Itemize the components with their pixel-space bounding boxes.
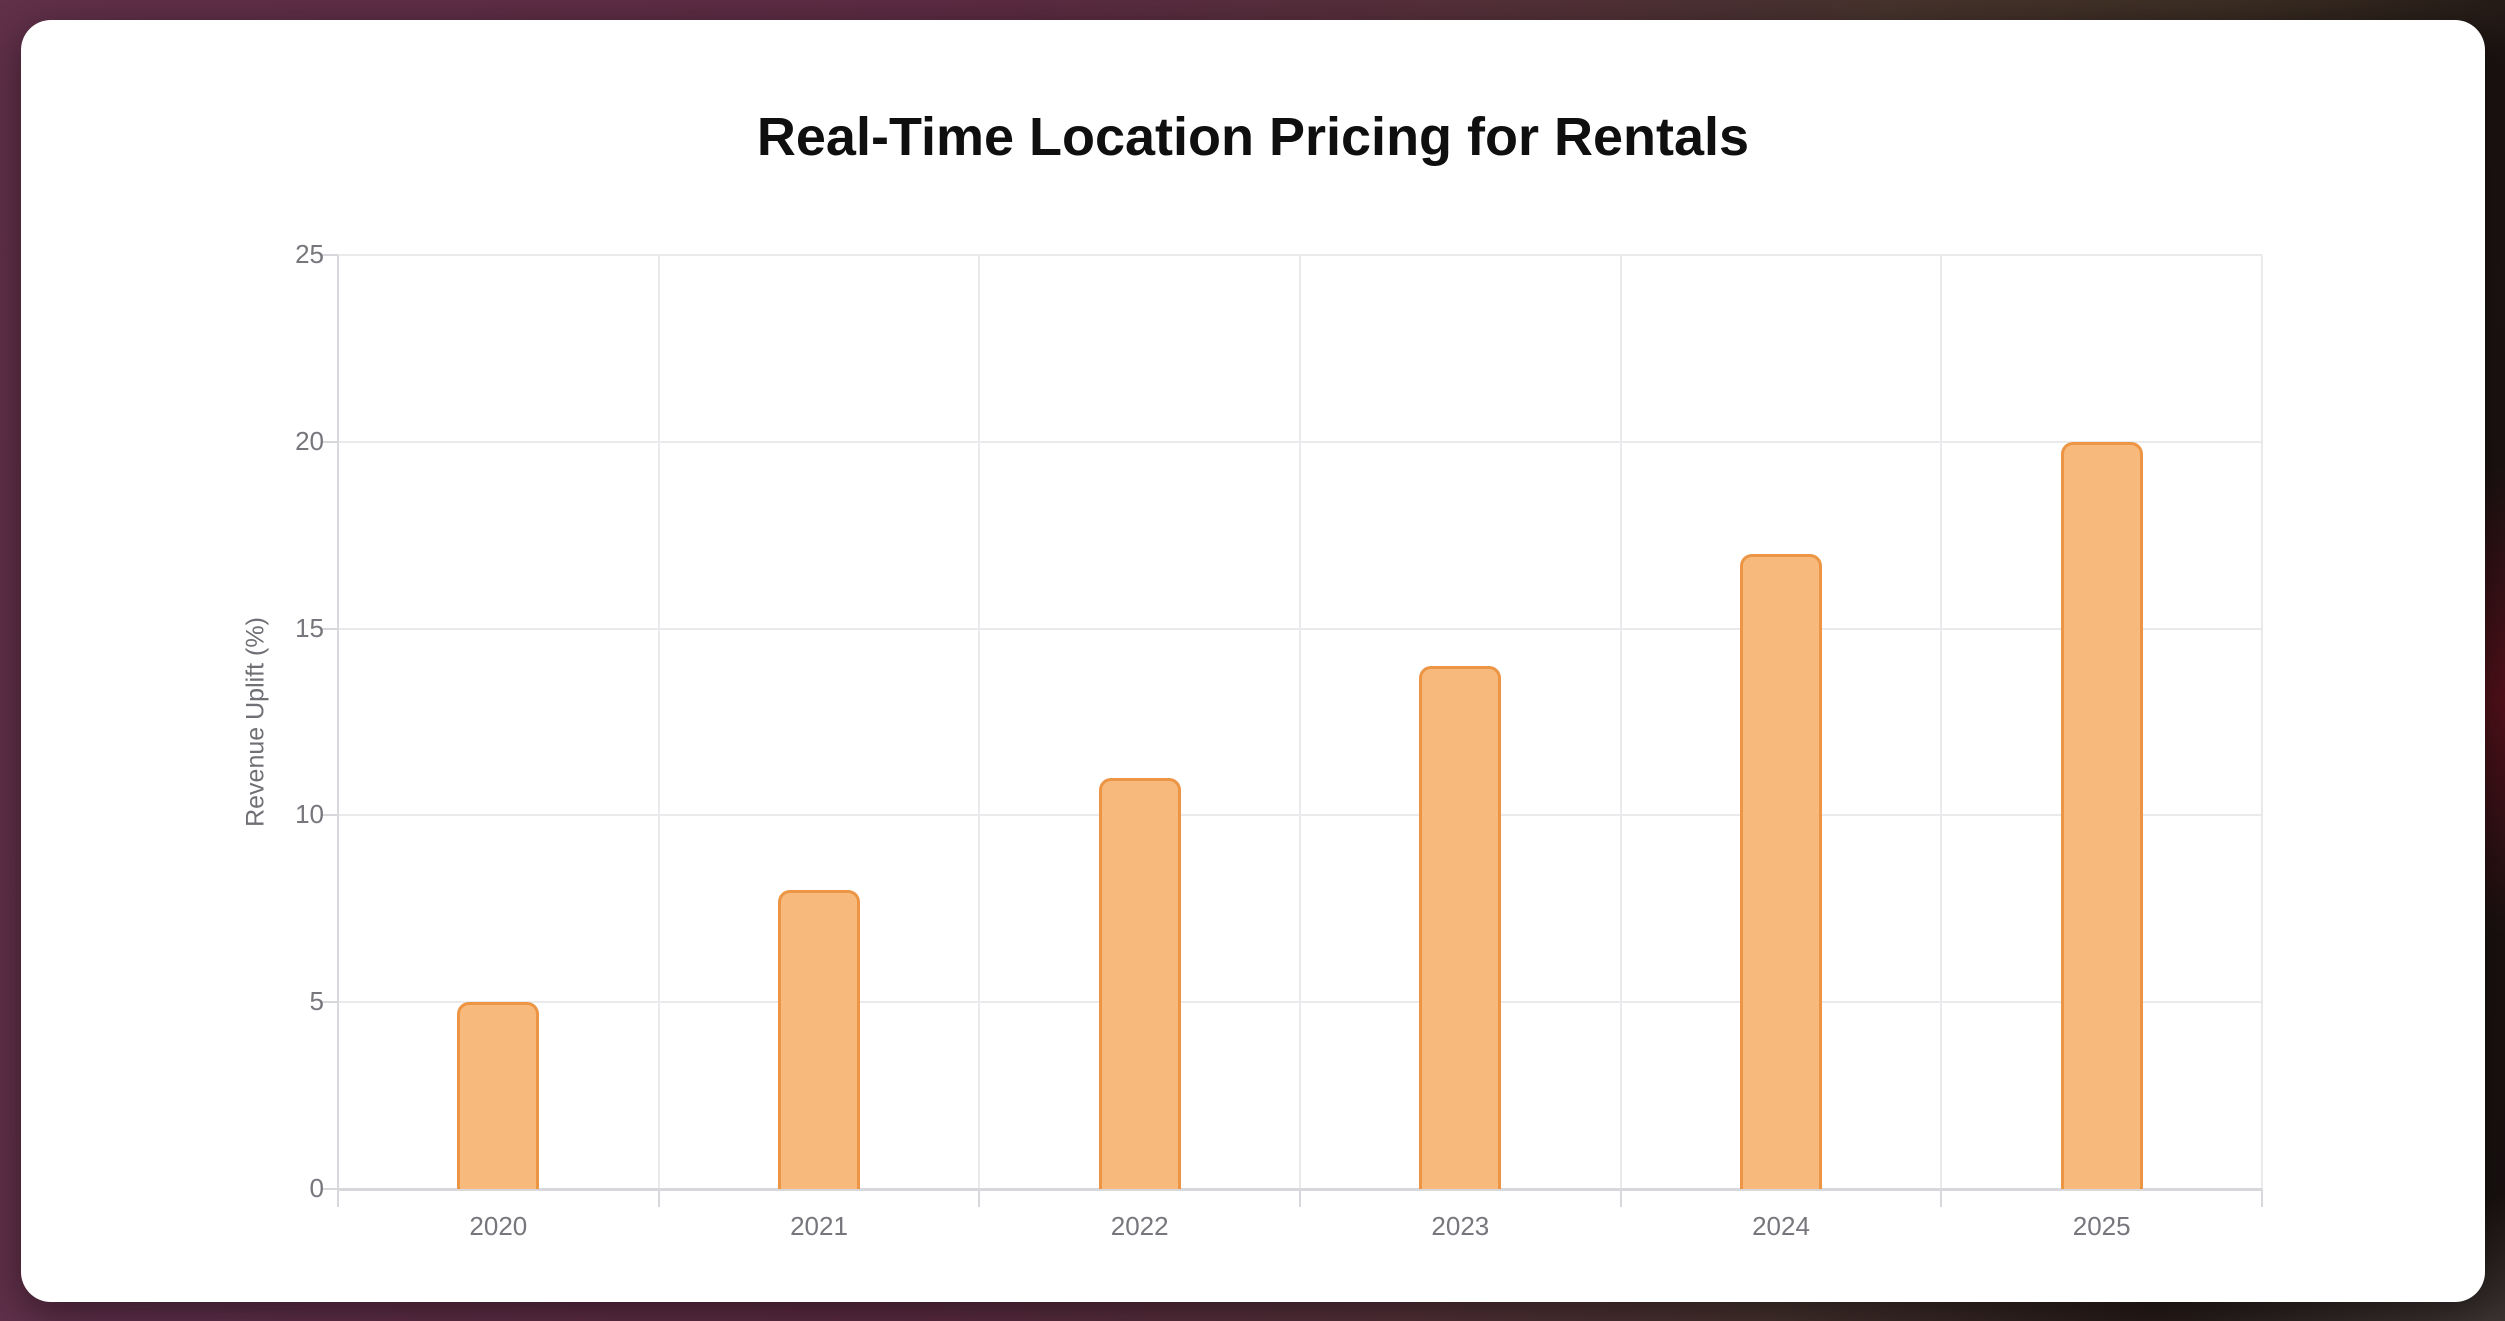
- bar-2022[interactable]: [1098, 778, 1181, 1189]
- bar-2020[interactable]: [457, 1002, 540, 1189]
- y-tick-mark: [322, 254, 338, 256]
- x-tick-mark: [1619, 1189, 1622, 1207]
- bar-2021[interactable]: [778, 890, 860, 1189]
- chart-card: Real-Time Location Pricing for Rentals R…: [21, 20, 2485, 1302]
- gridline-vertical: [1619, 255, 1622, 1189]
- chart-title: Real-Time Location Pricing for Rentals: [756, 107, 1750, 167]
- y-tick-mark: [322, 1188, 338, 1190]
- gridline-vertical: [978, 255, 981, 1189]
- y-axis-title: Revenue Uplift (%): [241, 617, 270, 827]
- x-tick-mark: [1940, 1189, 1943, 1207]
- x-tick-label: 2021: [790, 1211, 848, 1241]
- bar-2023[interactable]: [1419, 665, 1502, 1189]
- bar-2024[interactable]: [1740, 553, 1822, 1189]
- axis-line-y: [337, 255, 339, 1189]
- x-tick-mark: [1299, 1189, 1301, 1207]
- gridline-vertical: [2261, 255, 2263, 1189]
- y-tick-label: 25: [295, 238, 324, 269]
- x-tick-mark: [2261, 1189, 2263, 1207]
- axis-line-x: [338, 1188, 2262, 1191]
- y-tick-label: 0: [309, 1172, 324, 1203]
- bar-2025[interactable]: [2060, 441, 2143, 1189]
- y-tick-label: 20: [295, 425, 324, 456]
- x-tick-label: 2022: [1110, 1211, 1169, 1241]
- y-tick-mark: [322, 627, 338, 630]
- x-tick-label: 2023: [1431, 1211, 1490, 1241]
- x-tick-mark: [657, 1189, 660, 1207]
- x-tick-label: 2020: [469, 1211, 528, 1241]
- y-tick-mark: [322, 814, 338, 817]
- x-tick-mark: [337, 1189, 339, 1207]
- x-tick-label: 2024: [1752, 1211, 1810, 1241]
- y-tick-label: 10: [295, 799, 324, 830]
- gridline-vertical: [657, 255, 660, 1189]
- gridline-vertical: [1299, 255, 1301, 1189]
- y-tick-mark: [322, 1001, 338, 1004]
- y-tick-label: 5: [309, 986, 324, 1017]
- x-tick-label: 2025: [2072, 1211, 2131, 1241]
- x-tick-mark: [978, 1189, 981, 1207]
- gridline-vertical: [1940, 255, 1943, 1189]
- y-tick-label: 15: [295, 612, 324, 643]
- y-tick-mark: [322, 440, 338, 443]
